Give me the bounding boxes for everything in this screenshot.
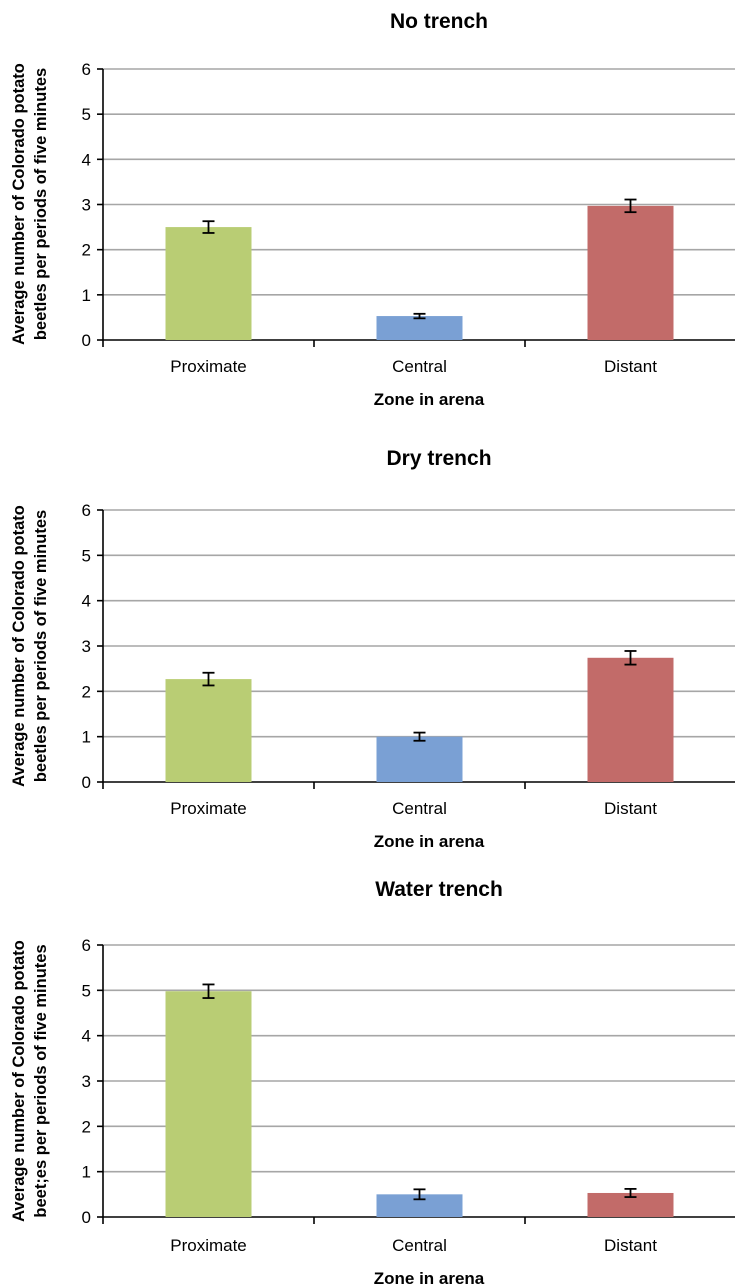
x-axis-label: Zone in arena [374,1269,485,1288]
chart-title: Dry trench [386,447,491,470]
y-tick-label: 2 [82,1117,91,1136]
y-axis-label-line: beetles per periods of five minutes [32,510,50,782]
y-tick-label: 6 [82,936,91,955]
x-tick-label-distant: Distant [604,1236,657,1255]
bar-distant [587,657,674,782]
chart-panel-1: No trench 0 1 2 3 4 5 6 Proximate Central Distant Z… [10,10,735,409]
bar-central [376,316,463,340]
y-tick-label: 3 [82,1072,91,1091]
y-axis-label-line: Average number of Colorado potato [10,505,28,787]
chart-panel-3: Water trench 0 1 2 3 4 5 6 Proximate Central Dista… [10,878,735,1288]
y-tick-label: 2 [82,682,91,701]
y-tick-label: 2 [82,241,91,260]
y-axis-label-line: Average number of Colorado potato [10,940,28,1222]
chart-title: No trench [390,10,488,33]
y-axis-label-line: beetles per periods of five minutes [32,68,50,340]
x-tick-label-proximate: Proximate [170,1236,247,1255]
y-tick-label: 3 [82,637,91,656]
y-tick-label: 3 [82,196,91,215]
x-axis-label: Zone in arena [374,390,485,409]
y-tick-label: 5 [82,981,91,1000]
chart-title: Water trench [375,878,503,901]
bar-central [376,736,463,782]
y-tick-label: 0 [82,773,91,792]
bar-proximate [165,991,252,1217]
y-tick-label: 4 [82,150,91,169]
bar-central [376,1194,463,1217]
x-tick-label-central: Central [392,1236,447,1255]
bar-distant [587,205,674,340]
x-tick-label-distant: Distant [604,357,657,376]
y-tick-label: 0 [82,1208,91,1227]
chart-panel-2: Dry trench 0 1 2 3 4 5 6 Proximate Central Distant… [10,447,735,851]
y-tick-label: 6 [82,60,91,79]
y-axis-label-line: Average number of Colorado potato [10,63,28,345]
x-tick-label-proximate: Proximate [170,357,247,376]
bar-proximate [165,227,252,340]
y-tick-label: 1 [82,286,91,305]
y-tick-label: 4 [82,592,91,611]
y-axis-label: Average number of Colorado potato beetles… [10,505,50,787]
x-tick-label-central: Central [392,357,447,376]
y-tick-label: 0 [82,331,91,350]
y-tick-label: 6 [82,501,91,520]
y-axis-label-line: beet;es per periods of five minutes [32,944,50,1217]
y-axis-label: Average number of Colorado potato beetles… [10,63,50,345]
y-tick-label: 5 [82,546,91,565]
x-tick-label-central: Central [392,799,447,818]
y-axis-label: Average number of Colorado potato beet;es… [10,940,50,1222]
x-tick-label-proximate: Proximate [170,799,247,818]
y-tick-label: 4 [82,1027,91,1046]
x-tick-label-distant: Distant [604,799,657,818]
y-tick-label: 1 [82,728,91,747]
y-tick-label: 5 [82,105,91,124]
bar-proximate [165,679,252,782]
y-tick-label: 1 [82,1163,91,1182]
x-axis-label: Zone in arena [374,832,485,851]
